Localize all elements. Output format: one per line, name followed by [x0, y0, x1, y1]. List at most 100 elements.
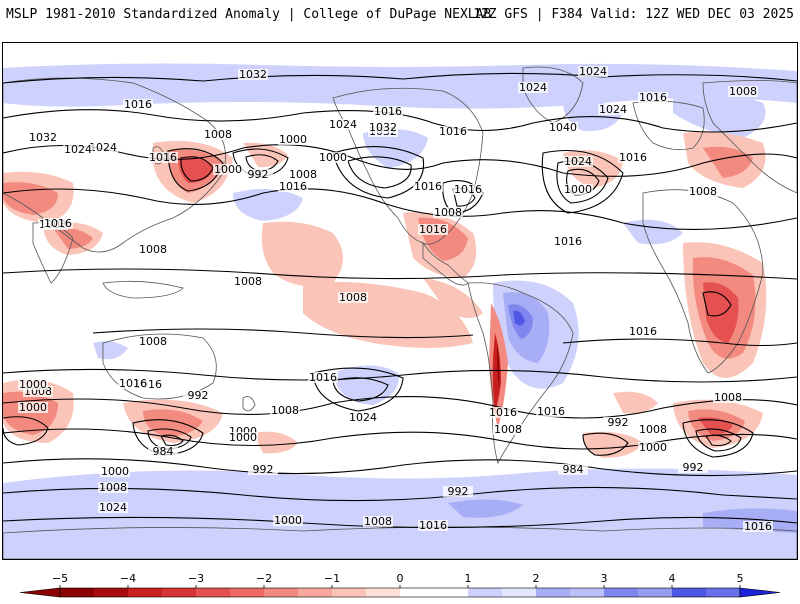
isobar-line: [3, 396, 797, 419]
isobar-label-bg: [433, 207, 463, 218]
isobar-label: 1016: [744, 520, 772, 533]
isobar-label-bg: [553, 236, 583, 247]
colorbar-segment: [128, 588, 162, 597]
isobar-label-bg: [148, 446, 178, 457]
isobar-label-bg: [270, 405, 300, 416]
colorbar-segment: [468, 588, 502, 597]
continent-outline: [632, 100, 705, 151]
isobar-label-bg: [233, 276, 263, 287]
isobar-label: 1024: [64, 143, 92, 156]
anomaly-area-neg2: [143, 409, 203, 437]
isobar-label: 992: [448, 485, 469, 498]
isobar-label-bg: [118, 378, 148, 389]
isobar-label-bg: [488, 407, 518, 418]
isobar-label: 1008: [204, 128, 232, 141]
isobar-label-bg: [628, 326, 658, 337]
colorbar-tick-label: −3: [188, 572, 204, 585]
isobar-label-bg: [238, 69, 268, 80]
isobar-label-bg: [18, 402, 48, 413]
anomaly-area-neg2: [3, 182, 58, 215]
isobar-label: 992: [683, 461, 704, 474]
colorbar-segment: [366, 588, 400, 597]
continent-outline: [642, 189, 764, 374]
isobar-label-bg: [228, 426, 258, 437]
anomaly-map: 1032102410241008101610161024102410321016…: [2, 42, 798, 560]
isobar-label-bg: [183, 390, 213, 401]
anomaly-area-pos1: [93, 341, 128, 360]
isobar-line: [3, 268, 797, 280]
isobar-label: 1024: [89, 141, 117, 154]
colorbar-tick-label: 4: [669, 572, 676, 585]
colorbar-segment: [536, 588, 570, 597]
isobar-line: [3, 144, 797, 177]
map-title: MSLP 1981-2010 Standardized Anomaly | Co…: [6, 7, 492, 22]
isobar-label: 1000: [319, 151, 347, 164]
colorbar-segment: [400, 588, 434, 597]
anomaly-area-neg1: [613, 391, 658, 414]
isobar-label: 1016: [419, 223, 447, 236]
anomaly-area-pos2: [448, 499, 523, 518]
isobar-label: 1008: [139, 243, 167, 256]
isobar-label-bg: [138, 244, 168, 255]
colorbar-tick-label: 2: [533, 572, 540, 585]
isobar-label: 1008: [639, 423, 667, 436]
anomaly-area-neg3: [703, 282, 739, 343]
isobar-label: 1016: [629, 325, 657, 338]
colorbar-tick-label: 5: [737, 572, 744, 585]
isobar-label-bg: [418, 520, 448, 531]
isobar-line: [3, 188, 797, 230]
isobar-label-bg: [453, 184, 483, 195]
isobar-label: 1008: [289, 168, 317, 181]
isobar-label: 1000: [639, 441, 667, 454]
isobar-label-bg: [603, 417, 633, 428]
isobar-label: 1016: [537, 405, 565, 418]
colorbar-segment: [298, 588, 332, 597]
isobar-label: 1008: [364, 515, 392, 528]
isobar-line: [3, 72, 797, 84]
isobar-labels: 1032102410241008101610161024102410321016…: [18, 65, 773, 533]
isobar-label-bg: [213, 164, 243, 175]
colorbar-segment: [570, 588, 604, 597]
isobar-line: [160, 434, 184, 447]
isobar-label-bg: [563, 156, 593, 167]
isobar-line: [245, 154, 279, 172]
isobar-line: [332, 377, 389, 402]
isobar-label: 1000: [214, 163, 242, 176]
isobar-label-bg: [413, 181, 443, 192]
isobar-label: 1016: [639, 91, 667, 104]
colorbar-segment: [672, 588, 706, 597]
anomaly-area-neg1: [261, 221, 343, 287]
isobar-label: 1016: [149, 151, 177, 164]
isobar-label-bg: [578, 66, 608, 77]
isobar-label-bg: [203, 129, 233, 140]
isobar-label: 1016: [119, 377, 147, 390]
isobar-label: 1008: [494, 423, 522, 436]
continent-outline: [702, 80, 797, 194]
isobar-line: [312, 367, 404, 412]
isobar-label-bg: [273, 515, 303, 526]
isobar-label-bg: [23, 386, 53, 397]
isobar-label: 1024: [329, 118, 357, 131]
isobar-label-bg: [363, 516, 393, 527]
colorbar-segment: [162, 588, 196, 597]
isobar-label: 1008: [99, 481, 127, 494]
isobar-label-bg: [43, 218, 73, 229]
isobar-label-bg: [278, 181, 308, 192]
isobar-label: 1032: [239, 68, 267, 81]
isobar-label: 1000: [19, 378, 47, 391]
isobar-label: 1000: [229, 431, 257, 444]
colorbar-tick-label: −1: [324, 572, 340, 585]
isobar-label: 992: [253, 463, 274, 476]
isobar-label: 1000: [19, 401, 47, 414]
continent-outline: [467, 282, 574, 465]
anomaly-area-pos1: [333, 365, 399, 405]
isobar-line: [167, 148, 224, 192]
isobar-label-bg: [688, 186, 718, 197]
isobar-label-bg: [558, 464, 588, 475]
isobar-label: 1008: [139, 335, 167, 348]
isobar-label: 1008: [434, 206, 462, 219]
isobar-label-bg: [138, 336, 168, 347]
isobar-line: [3, 428, 797, 450]
isobar-label: 1000: [101, 465, 129, 478]
isobar-line: [582, 432, 629, 456]
